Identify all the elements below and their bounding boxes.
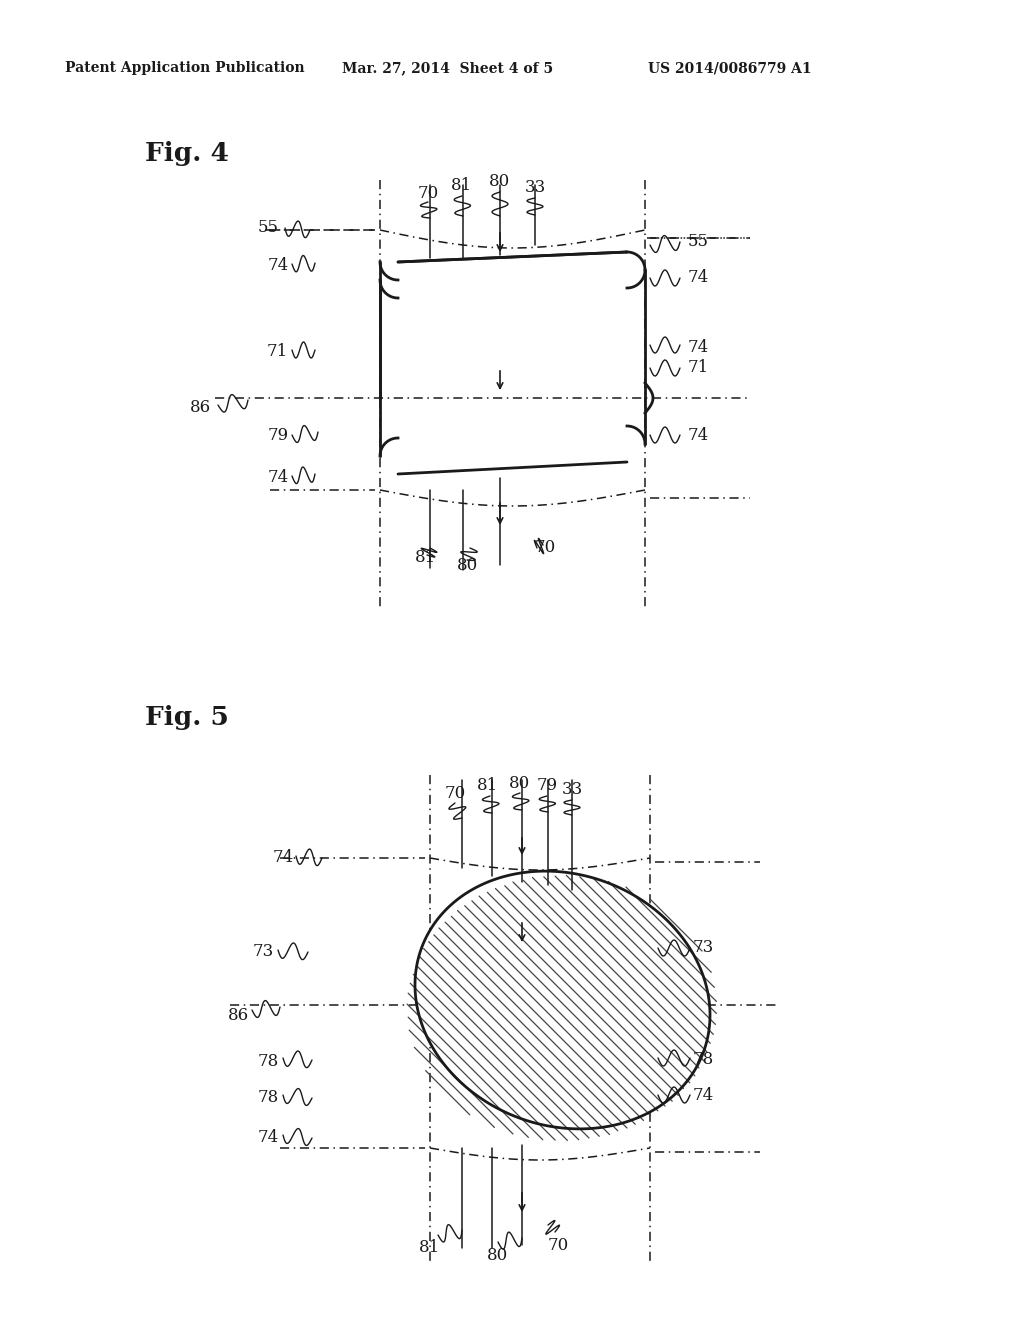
Text: Mar. 27, 2014  Sheet 4 of 5: Mar. 27, 2014 Sheet 4 of 5 <box>342 61 554 75</box>
Text: 70: 70 <box>548 1237 568 1254</box>
Text: 73: 73 <box>692 940 714 957</box>
Text: 78: 78 <box>692 1052 714 1068</box>
Text: 33: 33 <box>524 180 546 197</box>
Text: 80: 80 <box>489 173 511 190</box>
Text: 74: 74 <box>687 269 709 286</box>
Text: 86: 86 <box>189 400 211 417</box>
Text: 79: 79 <box>267 428 289 445</box>
Text: Fig. 4: Fig. 4 <box>145 140 229 165</box>
Text: 74: 74 <box>257 1130 279 1147</box>
Text: 74: 74 <box>692 1088 714 1105</box>
Text: 80: 80 <box>458 557 478 573</box>
Text: 81: 81 <box>415 549 435 566</box>
Text: 81: 81 <box>420 1239 440 1257</box>
Text: 81: 81 <box>477 777 499 795</box>
Text: Patent Application Publication: Patent Application Publication <box>66 61 305 75</box>
Text: 78: 78 <box>257 1089 279 1106</box>
Text: 74: 74 <box>267 256 289 273</box>
Text: 55: 55 <box>687 234 709 251</box>
Text: 74: 74 <box>687 428 709 445</box>
Text: 74: 74 <box>687 338 709 355</box>
Text: 70: 70 <box>418 185 438 202</box>
Text: US 2014/0086779 A1: US 2014/0086779 A1 <box>648 61 812 75</box>
Text: 73: 73 <box>252 944 273 961</box>
Text: 71: 71 <box>266 343 288 360</box>
Text: 33: 33 <box>561 781 583 799</box>
Text: 80: 80 <box>509 775 530 792</box>
Text: 74: 74 <box>267 470 289 487</box>
Text: 78: 78 <box>257 1053 279 1071</box>
Text: 74: 74 <box>272 849 294 866</box>
Text: 80: 80 <box>487 1247 509 1265</box>
Text: 71: 71 <box>687 359 709 376</box>
Text: 55: 55 <box>257 219 279 236</box>
Text: Fig. 5: Fig. 5 <box>145 705 229 730</box>
Text: 86: 86 <box>227 1006 249 1023</box>
Text: 70: 70 <box>444 785 466 803</box>
Text: 79: 79 <box>537 777 557 795</box>
Text: 81: 81 <box>452 177 473 194</box>
Text: 70: 70 <box>535 540 556 557</box>
Polygon shape <box>415 871 710 1129</box>
